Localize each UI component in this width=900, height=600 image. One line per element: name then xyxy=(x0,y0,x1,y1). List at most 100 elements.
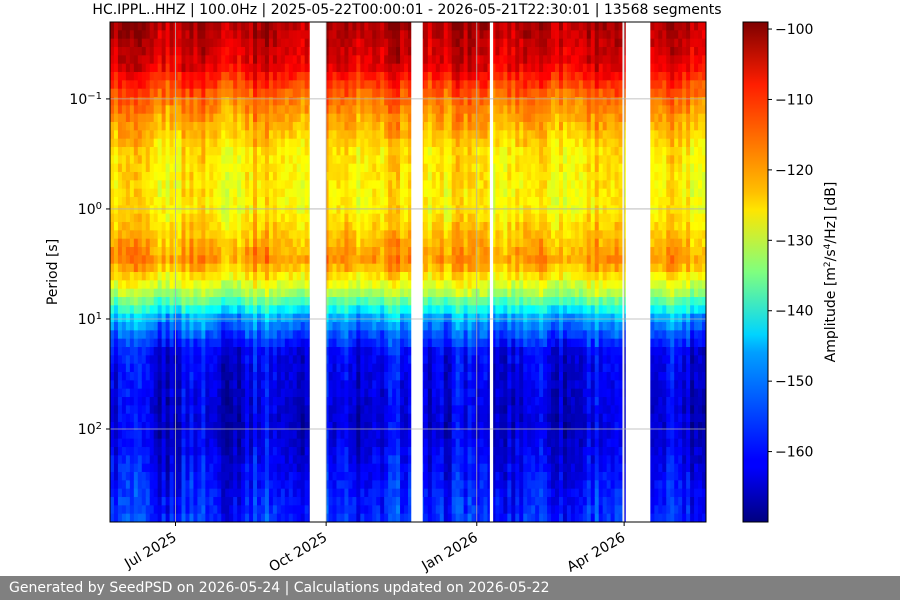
heatmap-cell xyxy=(276,380,282,390)
heatmap-cell xyxy=(177,297,183,306)
heatmap-cell xyxy=(185,313,191,323)
heatmap-cell xyxy=(276,238,282,248)
heatmap-cell xyxy=(189,313,195,323)
heatmap-cell xyxy=(229,122,234,131)
heatmap-cell xyxy=(253,222,258,231)
heatmap-cell xyxy=(340,422,346,431)
heatmap-cell xyxy=(348,497,353,506)
heatmap-cell xyxy=(356,288,361,298)
heatmap-cell xyxy=(213,272,218,281)
heatmap-cell xyxy=(245,297,250,306)
heatmap-cell xyxy=(435,397,441,406)
heatmap-cell xyxy=(427,205,433,215)
heatmap-cell xyxy=(113,30,119,40)
heatmap-cell xyxy=(249,380,254,390)
heatmap-cell xyxy=(121,305,127,315)
heatmap-cell xyxy=(245,380,250,390)
heatmap-cell xyxy=(408,213,413,223)
heatmap-cell xyxy=(253,355,258,365)
heatmap-cell xyxy=(185,397,191,406)
heatmap-cell xyxy=(233,438,238,448)
heatmap-cell xyxy=(376,47,381,56)
heatmap-cell xyxy=(272,338,278,348)
heatmap-cell xyxy=(253,505,258,515)
heatmap-cell xyxy=(368,380,373,390)
heatmap-cell xyxy=(221,38,226,48)
heatmap-cell xyxy=(328,288,334,298)
heatmap-cell xyxy=(237,247,242,256)
heatmap-cell xyxy=(284,422,290,431)
heatmap-cell xyxy=(193,255,199,265)
heatmap-cell xyxy=(221,297,226,306)
heatmap-cell xyxy=(427,422,433,431)
heatmap-cell xyxy=(145,480,151,490)
heatmap-cell xyxy=(209,72,214,81)
heatmap-cell xyxy=(121,372,127,381)
heatmap-cell xyxy=(157,180,163,190)
heatmap-cell xyxy=(110,463,115,473)
heatmap-cell xyxy=(396,422,401,431)
heatmap-cell xyxy=(137,113,143,123)
heatmap-cell xyxy=(157,122,163,131)
heatmap-cell xyxy=(372,372,377,381)
heatmap-cell xyxy=(169,405,175,415)
heatmap-cell xyxy=(189,130,195,140)
heatmap-cell xyxy=(141,338,147,348)
heatmap-cell xyxy=(404,147,409,156)
heatmap-cell xyxy=(439,72,445,81)
heatmap-cell xyxy=(157,263,163,273)
heatmap-cell xyxy=(360,30,365,40)
heatmap-cell xyxy=(292,480,298,490)
heatmap-cell xyxy=(328,263,334,273)
heatmap-cell xyxy=(129,30,135,40)
heatmap-cell xyxy=(300,447,306,456)
heatmap-cell xyxy=(257,138,262,148)
heatmap-cell xyxy=(328,22,334,31)
heatmap-cell xyxy=(213,30,218,40)
heatmap-cell xyxy=(177,197,183,206)
heatmap-cell xyxy=(400,213,405,223)
heatmap-cell xyxy=(427,438,433,448)
heatmap-cell xyxy=(284,38,290,48)
heatmap-cell xyxy=(328,280,334,290)
heatmap-cell xyxy=(348,422,353,431)
heatmap-cell xyxy=(344,347,349,356)
heatmap-cell xyxy=(257,297,262,306)
heatmap-cell xyxy=(336,397,342,406)
heatmap-cell xyxy=(193,280,199,290)
heatmap-cell xyxy=(217,488,222,498)
heatmap-cell xyxy=(431,338,437,348)
heatmap-cell xyxy=(221,305,226,315)
heatmap-cell xyxy=(225,222,230,231)
heatmap-cell xyxy=(253,130,258,140)
heatmap-cell xyxy=(431,130,437,140)
heatmap-cell xyxy=(384,22,389,31)
heatmap-cell xyxy=(233,205,238,215)
heatmap-cell xyxy=(352,88,357,98)
heatmap-cell xyxy=(237,397,242,406)
heatmap-cell xyxy=(217,55,222,65)
heatmap-cell xyxy=(213,505,218,515)
heatmap-cell xyxy=(169,463,175,473)
heatmap-cell xyxy=(336,280,342,290)
heatmap-cell xyxy=(288,405,294,415)
heatmap-cell xyxy=(217,255,222,265)
heatmap-cell xyxy=(181,347,187,356)
heatmap-cell xyxy=(141,380,147,390)
heatmap-cell xyxy=(177,63,183,73)
heatmap-cell xyxy=(209,447,214,456)
heatmap-cell xyxy=(260,188,266,198)
heatmap-cell xyxy=(360,130,365,140)
heatmap-cell xyxy=(141,422,147,431)
heatmap-cell xyxy=(149,88,155,98)
heatmap-cell xyxy=(264,430,270,440)
heatmap-cell xyxy=(181,480,187,490)
heatmap-cell xyxy=(344,230,349,240)
heatmap-cell xyxy=(384,197,389,206)
heatmap-cell xyxy=(197,247,202,256)
heatmap-cell xyxy=(380,222,385,231)
heatmap-cell xyxy=(388,247,393,256)
heatmap-cell xyxy=(169,72,175,81)
heatmap-cell xyxy=(169,480,175,490)
heatmap-cell xyxy=(137,188,143,198)
